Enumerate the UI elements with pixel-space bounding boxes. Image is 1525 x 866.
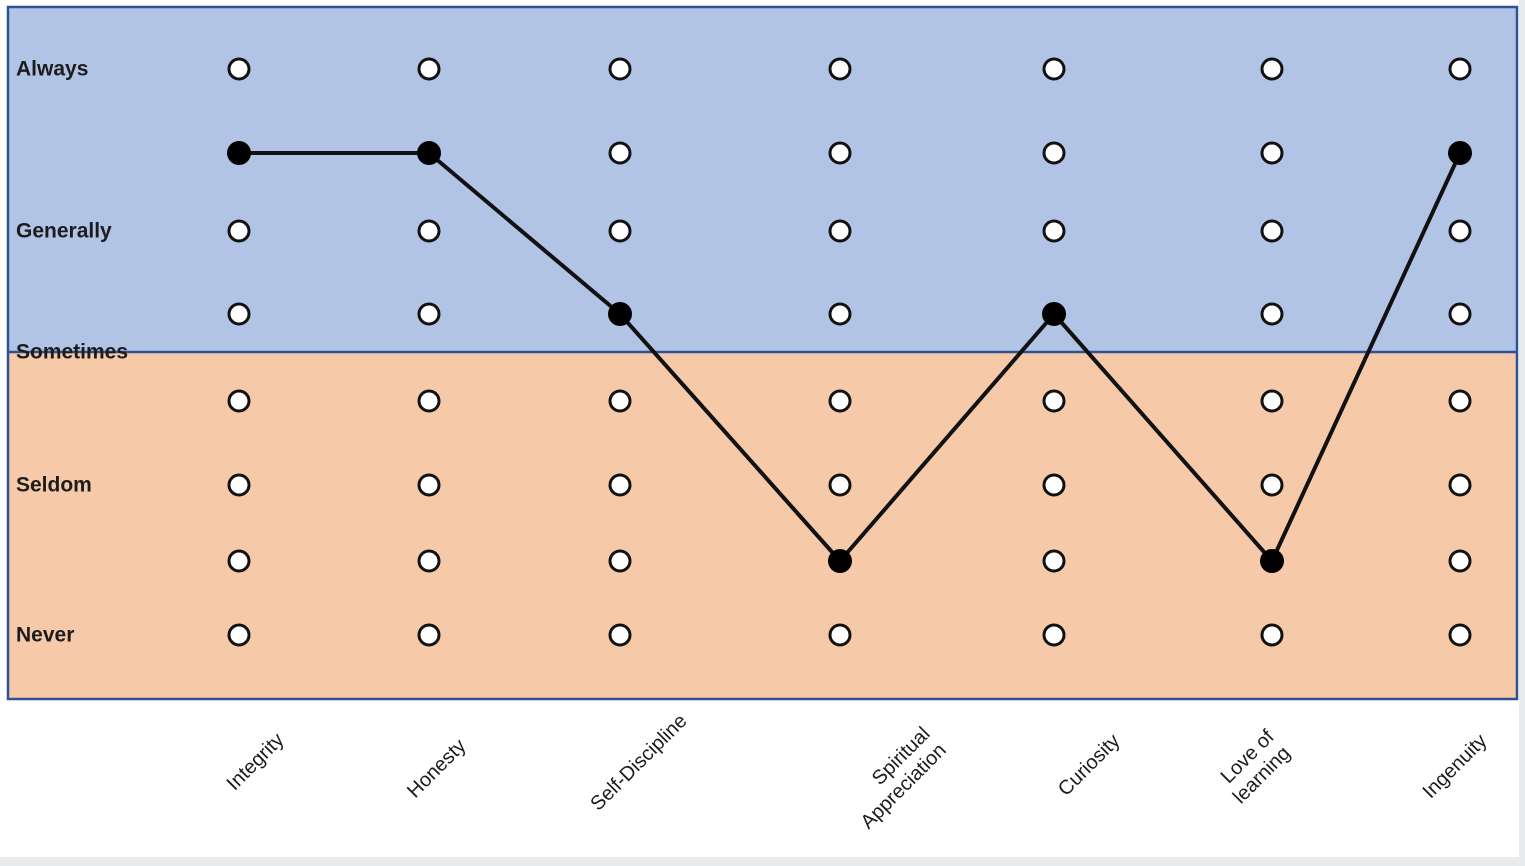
rating-dot-self-discipline-row5 [608, 473, 632, 497]
rating-dot-curiosity-row0 [1042, 57, 1066, 81]
rating-dot-selected-spiritual-appreciation [828, 549, 852, 573]
rating-dot-integrity-row0 [227, 57, 251, 81]
rating-dot-spiritual-appreciation-row3 [828, 302, 852, 326]
rating-dot-self-discipline-row1 [608, 141, 632, 165]
rating-dot-curiosity-row2 [1042, 219, 1066, 243]
rating-dot-self-discipline-row6 [608, 549, 632, 573]
rating-dot-honesty-row4 [417, 389, 441, 413]
rating-dot-integrity-row5 [227, 473, 251, 497]
rating-dot-self-discipline-row0 [608, 57, 632, 81]
y-axis-label-never: Never [16, 624, 74, 647]
rating-dot-ingenuity-row6 [1448, 549, 1472, 573]
rating-dot-ingenuity-row3 [1448, 302, 1472, 326]
rating-dot-love-of-learning-row3 [1260, 302, 1284, 326]
rating-dot-honesty-row6 [417, 549, 441, 573]
rating-dot-love-of-learning-row5 [1260, 473, 1284, 497]
rating-dot-ingenuity-row5 [1448, 473, 1472, 497]
rating-dot-integrity-row6 [227, 549, 251, 573]
rating-dot-spiritual-appreciation-row0 [828, 57, 852, 81]
rating-dot-curiosity-row7 [1042, 623, 1066, 647]
chart-border [6, 5, 1519, 701]
rating-dot-ingenuity-row2 [1448, 219, 1472, 243]
rating-dot-honesty-row2 [417, 219, 441, 243]
rating-dot-selected-ingenuity [1448, 141, 1472, 165]
rating-dot-self-discipline-row2 [608, 219, 632, 243]
y-axis-label-generally: Generally [16, 220, 112, 243]
rating-dot-self-discipline-row7 [608, 623, 632, 647]
rating-dot-integrity-row4 [227, 389, 251, 413]
rating-dot-spiritual-appreciation-row1 [828, 141, 852, 165]
rating-dot-selected-honesty [417, 141, 441, 165]
rating-dot-selected-love-of-learning [1260, 549, 1284, 573]
rating-dot-honesty-row3 [417, 302, 441, 326]
rating-dot-ingenuity-row4 [1448, 389, 1472, 413]
rating-dot-curiosity-row5 [1042, 473, 1066, 497]
rating-dot-honesty-row5 [417, 473, 441, 497]
rating-dot-integrity-row2 [227, 219, 251, 243]
rating-dot-ingenuity-row0 [1448, 57, 1472, 81]
rating-dot-love-of-learning-row7 [1260, 623, 1284, 647]
rating-dot-spiritual-appreciation-row7 [828, 623, 852, 647]
y-axis-label-always: Always [16, 58, 88, 81]
rating-dot-spiritual-appreciation-row5 [828, 473, 852, 497]
rating-dot-curiosity-row4 [1042, 389, 1066, 413]
rating-dot-self-discipline-row4 [608, 389, 632, 413]
rating-dot-love-of-learning-row0 [1260, 57, 1284, 81]
y-axis-label-seldom: Seldom [16, 474, 92, 497]
rating-dot-integrity-row7 [227, 623, 251, 647]
rating-dot-honesty-row7 [417, 623, 441, 647]
rating-dot-curiosity-row6 [1042, 549, 1066, 573]
rating-dot-ingenuity-row7 [1448, 623, 1472, 647]
rating-dot-integrity-row3 [227, 302, 251, 326]
rating-dot-honesty-row0 [417, 57, 441, 81]
rating-dot-love-of-learning-row2 [1260, 219, 1284, 243]
rating-dot-selected-curiosity [1042, 302, 1066, 326]
rating-dot-spiritual-appreciation-row4 [828, 389, 852, 413]
rating-dot-love-of-learning-row4 [1260, 389, 1284, 413]
rating-dot-selected-integrity [227, 141, 251, 165]
y-axis-label-sometimes: Sometimes [16, 341, 128, 364]
rating-dot-curiosity-row1 [1042, 141, 1066, 165]
rating-dot-spiritual-appreciation-row2 [828, 219, 852, 243]
rating-dot-selected-self-discipline [608, 302, 632, 326]
rating-dot-love-of-learning-row1 [1260, 141, 1284, 165]
